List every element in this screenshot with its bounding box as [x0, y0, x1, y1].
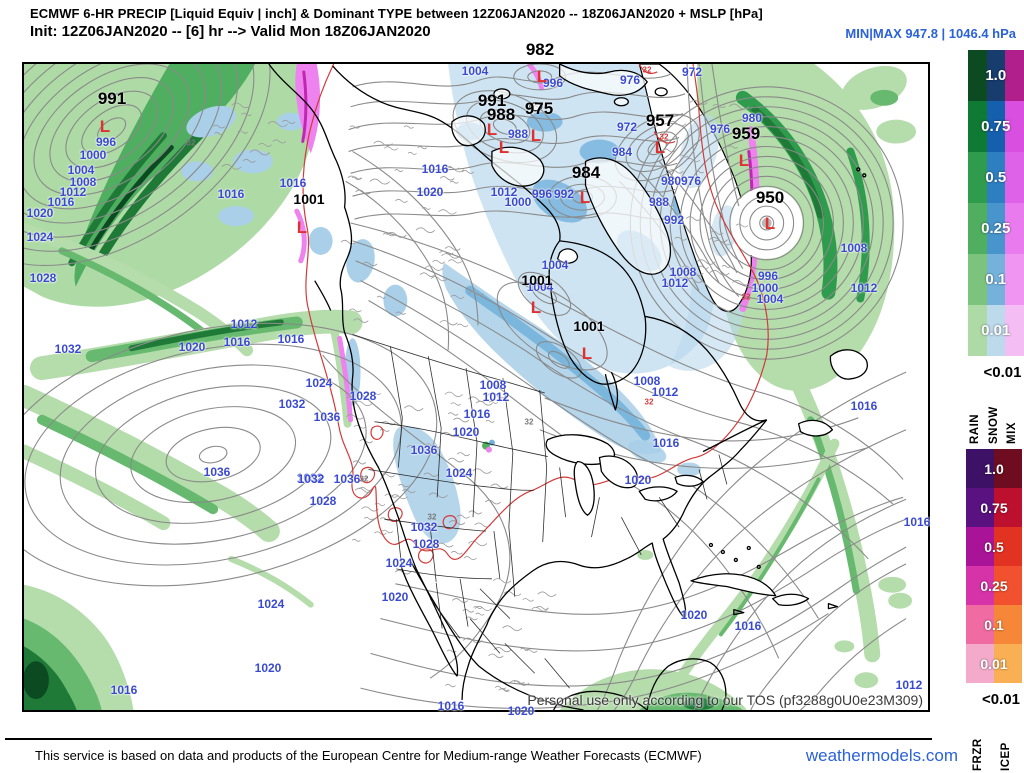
- legend-tick-label: 0.75: [980, 499, 1008, 516]
- legend-cell-snow-0.75: [986, 101, 1005, 152]
- legend-cell-rain-1.0: [968, 50, 987, 101]
- legend-tick-label: 0.01: [980, 655, 1008, 672]
- legend-cell-mix-0.5: [1005, 152, 1024, 203]
- legend-cell-snow-0.5: [986, 152, 1005, 203]
- legend-cell-mix-0.25: [1005, 203, 1024, 254]
- legend-cell-snow-0.1: [986, 254, 1005, 305]
- legend-below-threshold-label: <0.01: [983, 364, 1022, 381]
- weathermodels-link[interactable]: weathermodels.com: [805, 746, 958, 765]
- legend-category-label-snow: SNOW: [987, 406, 1000, 444]
- forecast-map: 996 1000 1004 1008 1012 1016 1020 1024 1028 1032 1…: [22, 62, 930, 718]
- minmax-pressure-label: MIN|MAX 947.8 | 1046.4 hPa: [845, 26, 1016, 41]
- legend-tick-label: 0.75: [981, 118, 1011, 135]
- legend-cell-frzr-0.01: [966, 644, 994, 683]
- legend-cell-icep-0.5: [994, 527, 1022, 566]
- legend-cell-frzr-0.1: [966, 605, 994, 644]
- legend-tick-label: 0.01: [981, 322, 1011, 339]
- legend-cell-rain-0.5: [968, 152, 987, 203]
- legend-cell-icep-1.0: [994, 449, 1022, 488]
- coastlines: [268, 64, 868, 710]
- legend-cell-rain-0.25: [968, 203, 987, 254]
- legend-cell-icep-0.25: [994, 566, 1022, 605]
- ecmwf-credit-text: This service is based on data and produc…: [35, 748, 702, 763]
- legend-cell-rain-0.1: [968, 254, 987, 305]
- legend-cell-snow-1.0: [986, 50, 1005, 101]
- legend-cell-frzr-0.75: [966, 488, 994, 527]
- init-valid-line: Init: 12Z06JAN2020 -- [6] hr --> Valid M…: [30, 23, 431, 40]
- legend-rain-snow-mix: 1.0 0.75 0.5 0.25 0.1 0.01 <0.01 RAIN SNOW MIX: [968, 50, 1024, 446]
- top-center-pressure-label: 982: [525, 40, 555, 59]
- legend-category-label-mix: MIX: [1006, 422, 1019, 444]
- legend-cell-frzr-1.0: [966, 449, 994, 488]
- legend-cell-rain-0.01: [968, 305, 987, 356]
- footer-divider: [5, 738, 932, 740]
- legend-cell-snow-0.01: [986, 305, 1005, 356]
- map-canvas: [24, 64, 917, 710]
- legend-cell-icep-0.01: [994, 644, 1022, 683]
- map-title: ECMWF 6-HR PRECIP [Liquid Equiv | inch] …: [30, 6, 763, 21]
- legend-tick-label: 0.1: [985, 271, 1007, 288]
- legend-cell-icep-0.75: [994, 488, 1022, 527]
- legend-frzr-icep: 1.0 0.75 0.5 0.25 0.1 0.01 <0.01 FRZR ICEP: [966, 449, 1022, 773]
- state-borders: [352, 333, 728, 689]
- legend-category-label-icep: ICEP: [1000, 742, 1012, 771]
- tos-watermark: Personal use only according to our TOS (…: [527, 692, 923, 708]
- legend-cell-mix-0.75: [1005, 101, 1024, 152]
- legend-cell-mix-0.1: [1005, 254, 1024, 305]
- legend-tick-label: 0.25: [981, 220, 1011, 237]
- legend-cell-rain-0.75: [968, 101, 987, 152]
- legend-tick-label: 0.5: [984, 538, 1004, 555]
- legend-tick-label: 1.0: [985, 67, 1007, 84]
- legend-cell-mix-1.0: [1005, 50, 1024, 101]
- terrain-contours: [212, 99, 751, 692]
- legend-category-label-rain: RAIN: [969, 413, 982, 444]
- legend-tick-label: 1.0: [984, 460, 1004, 477]
- legend-tick-label: 0.25: [980, 577, 1008, 594]
- legend-tick-label: 0.5: [985, 169, 1007, 186]
- legend-cell-frzr-0.5: [966, 527, 994, 566]
- legend-cell-icep-0.1: [994, 605, 1022, 644]
- legend-tick-label: 0.1: [984, 616, 1004, 633]
- legend-below-threshold-label: <0.01: [982, 691, 1020, 708]
- legend-category-label-frzr: FRZR: [972, 738, 984, 771]
- legend-cell-frzr-0.25: [966, 566, 994, 605]
- legend-cell-snow-0.25: [986, 203, 1005, 254]
- legend-cell-mix-0.01: [1005, 305, 1024, 356]
